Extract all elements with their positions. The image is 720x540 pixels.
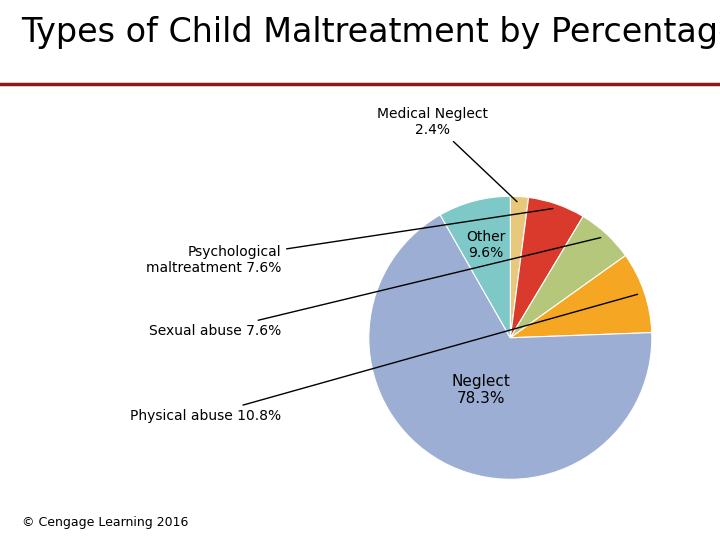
Wedge shape bbox=[510, 198, 583, 338]
Wedge shape bbox=[440, 196, 510, 338]
Wedge shape bbox=[369, 215, 652, 480]
Wedge shape bbox=[510, 255, 652, 338]
Text: Psychological
maltreatment 7.6%: Psychological maltreatment 7.6% bbox=[145, 208, 553, 275]
Text: Medical Neglect
2.4%: Medical Neglect 2.4% bbox=[377, 106, 517, 202]
Text: © Cengage Learning 2016: © Cengage Learning 2016 bbox=[22, 516, 188, 529]
Text: Other
9.6%: Other 9.6% bbox=[466, 230, 505, 260]
Text: Physical abuse 10.8%: Physical abuse 10.8% bbox=[130, 294, 638, 423]
Text: Sexual abuse 7.6%: Sexual abuse 7.6% bbox=[149, 238, 600, 338]
Text: Types of Child Maltreatment by Percentage: Types of Child Maltreatment by Percentag… bbox=[22, 16, 720, 49]
Wedge shape bbox=[510, 217, 626, 338]
Wedge shape bbox=[510, 196, 528, 338]
Text: Neglect
78.3%: Neglect 78.3% bbox=[452, 374, 511, 406]
